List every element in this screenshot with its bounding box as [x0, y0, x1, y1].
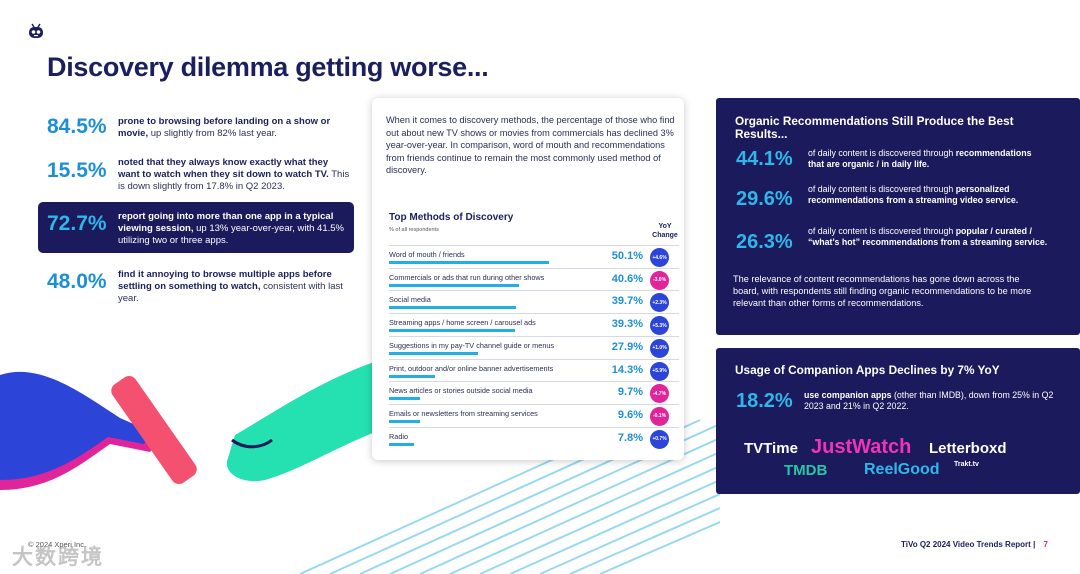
yoy-change-header: YoY Change: [652, 223, 678, 239]
organic-text: of daily content is discovered through r…: [808, 148, 1032, 169]
method-bar: [389, 329, 515, 333]
method-row: Suggestions in my pay-TV channel guide o…: [389, 335, 679, 358]
organic-pct: 29.6%: [736, 188, 793, 210]
method-bar: [389, 397, 420, 401]
method-bar: [389, 351, 479, 355]
method-value: 14.3%: [611, 363, 643, 376]
stat-item: 84.5% prone to browsing before landing o…: [47, 116, 352, 140]
method-bar: [389, 283, 519, 287]
organic-item: 29.6% of daily content is discovered thr…: [736, 184, 1048, 210]
method-value: 39.7%: [611, 295, 643, 308]
organic-pct: 26.3%: [736, 231, 793, 253]
organic-item: 26.3% of daily content is discovered thr…: [736, 226, 1048, 253]
stat-text: prone to browsing before landing on a sh…: [118, 116, 331, 139]
footer-report: TiVo Q2 2024 Video Trends Report | 7: [901, 540, 1048, 549]
brand-tvtime: TVTime: [744, 440, 798, 457]
method-row: Emails or newsletters from streaming ser…: [389, 403, 679, 426]
organic-note: The relevance of content recommendations…: [733, 274, 1032, 308]
brand-tmdb: TMDB: [784, 462, 828, 479]
method-row: Print, outdoor and/or online banner adve…: [389, 358, 679, 381]
method-change-badge: +0.7%: [650, 429, 669, 449]
footer-separator: |: [1033, 540, 1036, 549]
method-value: 9.7%: [617, 386, 643, 399]
companion-apps-panel: Usage of Companion Apps Declines by 7% Y…: [716, 348, 1080, 494]
methods-subtitle: % of all respondents: [389, 227, 439, 233]
method-change-badge: -4.7%: [650, 384, 669, 404]
stat-pct: 72.7%: [47, 212, 107, 235]
brand-reelgood: ReelGood: [864, 461, 940, 478]
method-bar: [389, 374, 435, 378]
stat-pct: 15.5%: [47, 159, 107, 182]
method-row: News articles or stories outside social …: [389, 381, 679, 404]
organic-pct: 44.1%: [736, 148, 793, 170]
method-row: Commercials or ads that run during other…: [389, 267, 679, 290]
method-value: 27.9%: [611, 340, 643, 353]
method-change-badge: +4.6%: [650, 248, 669, 267]
method-value: 50.1%: [611, 250, 643, 262]
copyright: © 2024 Xperi Inc.: [28, 540, 87, 549]
report-name: TiVo Q2 2024 Video Trends Report: [901, 540, 1031, 549]
brand-trakt: Trakt.tv: [954, 461, 979, 468]
method-bar: [389, 261, 549, 264]
method-label: Word of mouth / friends: [389, 250, 465, 259]
methods-title: Top Methods of Discovery: [389, 212, 514, 223]
page-title: Discovery dilemma getting worse...: [47, 52, 489, 82]
method-label: News articles or stories outside social …: [389, 386, 533, 396]
method-change-badge: -3.0%: [650, 270, 669, 290]
method-bar: [389, 442, 414, 446]
method-row: Streaming apps / home screen / carousel …: [389, 313, 679, 336]
method-bar: [389, 306, 516, 310]
organic-title: Organic Recommendations Still Produce th…: [735, 114, 1014, 141]
method-change-badge: -0.1%: [650, 406, 669, 426]
method-label: Print, outdoor and/or online banner adve…: [389, 363, 554, 373]
organic-text: of daily content is discovered through p…: [808, 184, 1019, 205]
method-change-badge: +1.0%: [650, 338, 669, 358]
method-label: Emails or newsletters from streaming ser…: [389, 408, 538, 418]
brand-letterboxd: Letterboxd: [929, 440, 1007, 457]
method-label: Radio: [389, 431, 409, 441]
stat-text: find it annoying to browse multiple apps…: [118, 269, 343, 304]
stat-item: 15.5% noted that they always know exactl…: [47, 157, 352, 193]
method-change-badge: +5.3%: [650, 316, 669, 336]
companion-title: Usage of Companion Apps Declines by 7% Y…: [735, 363, 1000, 377]
method-bar: [389, 419, 420, 423]
method-change-badge: +2.3%: [650, 293, 669, 313]
tivo-logo-icon: [29, 23, 43, 38]
discovery-methods-card: When it comes to discovery methods, the …: [372, 98, 684, 460]
method-value: 7.8%: [617, 431, 643, 444]
method-change-badge: +5.9%: [650, 361, 669, 381]
stat-text: noted that they always know exactly what…: [118, 157, 350, 192]
hands-baton-illustration: [0, 360, 380, 490]
stat-item: 48.0% find it annoying to browse multipl…: [47, 269, 352, 305]
stat-pct: 48.0%: [47, 270, 107, 293]
watermark: 大数跨境: [12, 546, 104, 569]
method-value: 9.6%: [617, 408, 643, 421]
companion-stat: 18.2% use companion apps (other than IMD…: [736, 390, 1054, 412]
organic-text: of daily content is discovered through p…: [808, 226, 1048, 247]
stat-pct: 84.5%: [47, 115, 107, 138]
stat-text: report going into more than one app in a…: [118, 211, 344, 246]
method-label: Commercials or ads that run during other…: [389, 272, 545, 282]
stat-item-highlight: 72.7% report going into more than one ap…: [47, 211, 352, 247]
method-label: Social media: [389, 295, 431, 305]
highlight-box: [38, 202, 354, 253]
decorative-stripes: [300, 419, 720, 574]
method-value: 39.3%: [611, 318, 643, 331]
page-number: 7: [1043, 540, 1048, 549]
card-intro-text: When it comes to discovery methods, the …: [386, 115, 675, 175]
method-label: Suggestions in my pay-TV channel guide o…: [389, 340, 555, 350]
companion-text: use companion apps (other than IMDB), do…: [804, 390, 1054, 411]
brand-justwatch: JustWatch: [811, 436, 912, 458]
method-label: Streaming apps / home screen / carousel …: [389, 318, 536, 328]
method-row: Word of mouth / friends 50.1% +4.6%: [389, 245, 679, 267]
organic-recommendations-panel: Organic Recommendations Still Produce th…: [716, 98, 1080, 335]
method-value: 40.6%: [611, 272, 643, 285]
method-row: Social media 39.7% +2.3%: [389, 290, 679, 313]
companion-pct: 18.2%: [736, 390, 793, 412]
method-row: Radio 7.8% +0.7%: [389, 426, 679, 449]
organic-item: 44.1% of daily content is discovered thr…: [736, 148, 1048, 170]
